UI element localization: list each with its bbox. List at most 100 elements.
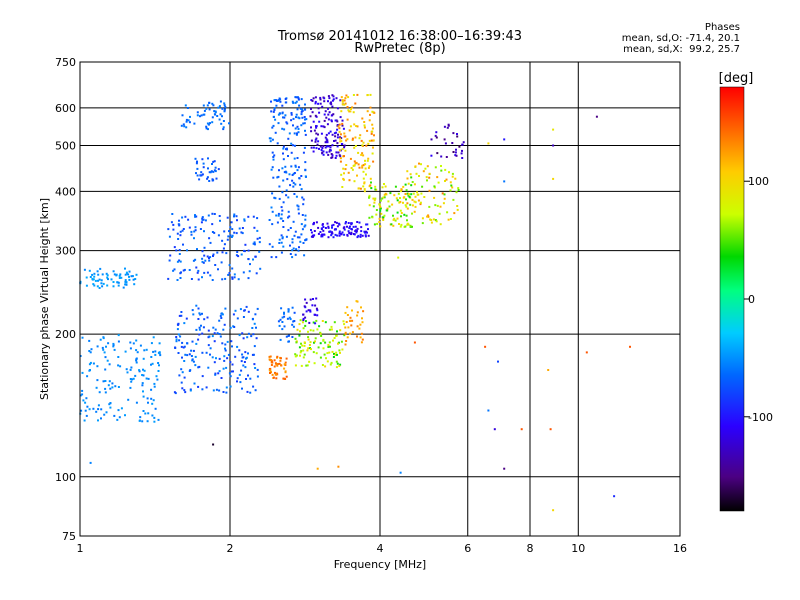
data-point: [218, 333, 221, 335]
data-point: [249, 377, 252, 380]
data-point: [256, 229, 259, 232]
data-point: [344, 333, 347, 335]
data-point: [284, 378, 287, 380]
data-point: [307, 338, 310, 341]
data-point: [343, 233, 346, 236]
data-point: [184, 391, 187, 394]
data-point: [312, 329, 315, 332]
data-point: [106, 359, 109, 362]
data-point: [454, 154, 457, 157]
data-point: [323, 353, 326, 356]
data-point: [338, 230, 341, 233]
data-point: [321, 364, 324, 366]
data-point: [240, 253, 243, 256]
data-point: [337, 342, 339, 345]
data-point: [194, 364, 197, 367]
data-point: [347, 326, 350, 329]
data-point: [456, 208, 459, 211]
data-point: [97, 408, 100, 411]
data-point: [181, 229, 184, 232]
data-point: [297, 97, 300, 100]
data-point: [355, 300, 358, 303]
data-point: [252, 333, 255, 336]
data-point: [206, 177, 209, 180]
data-point: [293, 193, 296, 195]
data-point: [341, 122, 344, 125]
data-point: [223, 108, 226, 111]
data-point: [147, 377, 150, 380]
data-point: [117, 364, 120, 367]
data-point: [309, 298, 312, 301]
data-point: [368, 194, 371, 197]
data-point: [305, 310, 308, 313]
data-point: [370, 187, 373, 190]
data-point: [208, 259, 211, 262]
data-point: [104, 380, 107, 382]
data-point: [283, 367, 286, 370]
data-point: [330, 153, 333, 155]
data-point: [311, 235, 314, 238]
data-point: [109, 406, 112, 409]
data-point: [268, 355, 271, 358]
colorbar-tick-label: -100: [748, 411, 773, 424]
data-point: [289, 244, 291, 247]
data-point: [428, 176, 431, 179]
data-point: [347, 171, 350, 174]
data-point: [102, 336, 105, 339]
data-point: [292, 117, 295, 120]
data-point: [348, 129, 351, 132]
data-point: [297, 249, 300, 252]
data-point: [125, 271, 128, 274]
data-point: [180, 124, 183, 127]
data-point: [278, 238, 281, 241]
data-point: [406, 192, 409, 195]
data-point: [194, 229, 197, 232]
data-point: [381, 197, 384, 200]
data-point: [294, 165, 297, 168]
data-point: [277, 212, 280, 215]
data-point: [304, 129, 306, 132]
data-point: [342, 320, 345, 323]
data-point: [314, 114, 317, 117]
data-point: [344, 326, 347, 329]
data-point: [229, 375, 232, 378]
data-point: [309, 309, 312, 312]
data-point: [241, 332, 244, 335]
data-point: [150, 342, 153, 345]
data-point: [438, 212, 441, 215]
data-point: [228, 122, 230, 125]
data-point: [203, 113, 206, 116]
data-point: [344, 102, 347, 105]
data-point: [205, 386, 208, 389]
y-tick-label: 75: [62, 530, 76, 543]
data-point: [323, 113, 326, 116]
data-point: [329, 345, 331, 348]
data-point: [146, 420, 149, 423]
data-point: [274, 131, 277, 134]
data-point: [271, 210, 274, 213]
data-point: [331, 94, 334, 97]
data-point: [214, 373, 217, 376]
data-point: [373, 199, 376, 202]
data-point: [341, 124, 344, 127]
data-point: [203, 254, 206, 257]
data-point: [172, 269, 175, 272]
data-point: [113, 273, 116, 276]
data-point: [307, 336, 310, 339]
data-point: [278, 324, 281, 327]
data-point: [180, 271, 182, 274]
data-point: [181, 371, 184, 374]
data-point: [96, 270, 99, 273]
data-point: [335, 97, 338, 100]
data-point: [276, 373, 279, 376]
data-point: [222, 247, 225, 250]
data-point: [224, 349, 227, 352]
data-point: [300, 233, 303, 236]
data-point: [343, 144, 346, 147]
data-point: [192, 349, 195, 352]
data-point: [287, 137, 290, 140]
data-point: [158, 364, 160, 367]
data-point: [351, 331, 354, 334]
data-point: [93, 284, 96, 287]
data-point: [124, 283, 127, 286]
